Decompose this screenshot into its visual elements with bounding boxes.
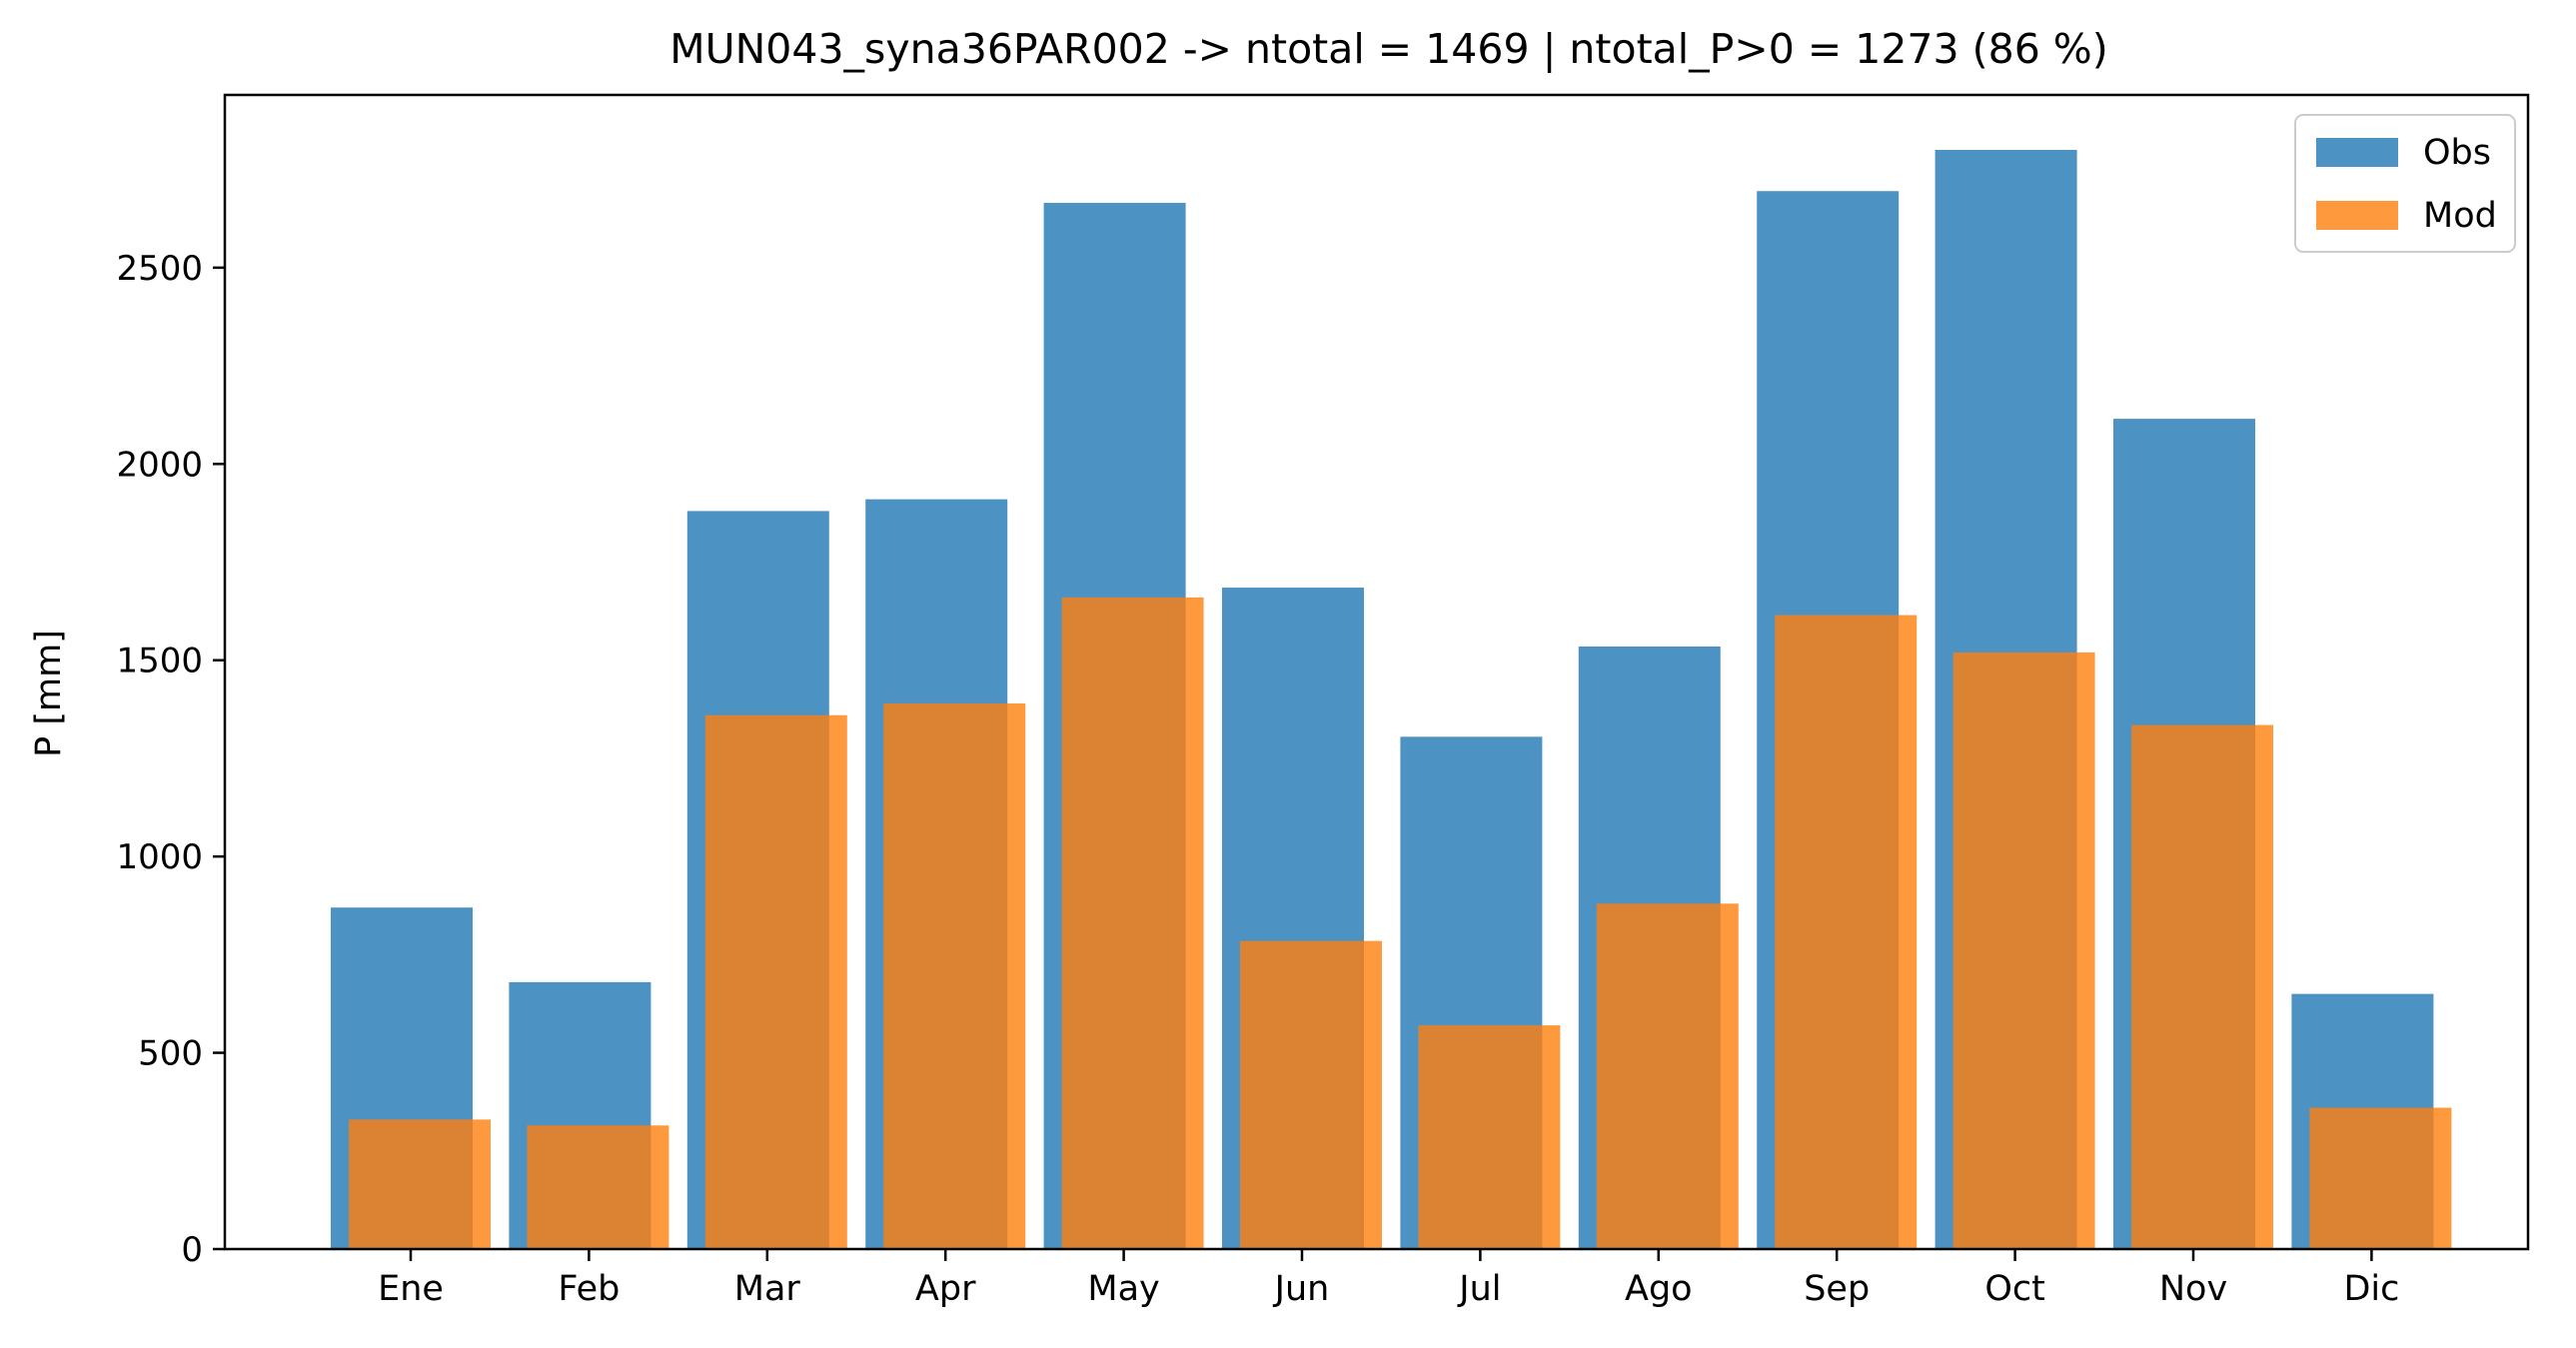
y-tick-label: 0 [181,1230,203,1270]
x-tick-label: Nov [2159,1269,2227,1309]
mod-bars [349,597,2452,1249]
x-tick-label: Jun [1273,1269,1330,1309]
y-tick-label: 2500 [116,249,203,289]
bar-mod-oct [1952,652,2095,1249]
x-tick-label: Dic [2343,1269,2399,1309]
y-tick-label: 1000 [116,837,203,877]
x-tick-label: Ene [378,1269,444,1309]
legend-label-obs: Obs [2423,133,2491,173]
y-tick-label: 500 [138,1034,203,1074]
x-tick-label: Sep [1804,1269,1870,1309]
chart-title: MUN043_syna36PAR002 -> ntotal = 1469 | n… [669,25,2108,73]
bar-mod-mar [704,714,847,1249]
x-tick-label: Mar [734,1269,801,1309]
bar-mod-ago [1596,903,1739,1249]
legend-swatch-mod [2316,201,2398,230]
y-tick-label: 1500 [116,642,203,681]
bar-mod-sep [1775,615,1918,1249]
bar-mod-feb [527,1125,669,1249]
bar-mod-nov [2131,724,2273,1249]
bar-mod-jul [1418,1025,1561,1249]
bar-mod-ene [349,1119,491,1249]
x-tick-label: May [1087,1269,1159,1309]
x-tick-label: Apr [915,1269,976,1309]
x-tick-label: Oct [1984,1269,2045,1309]
bar-mod-may [1061,597,1204,1249]
x-tick-label: Ago [1625,1269,1693,1309]
legend-label-mod: Mod [2423,196,2497,236]
y-axis-ticks: 0 500 1000 1500 2000 2500 [116,249,225,1270]
x-tick-label: Feb [558,1269,620,1309]
legend-swatch-obs [2316,138,2398,167]
bar-mod-apr [883,702,1026,1249]
x-axis-ticks: Ene Feb Mar Apr May Jun Jul Ago Sep Oct Nov Dic [378,1249,2399,1309]
bar-mod-dic [2309,1107,2452,1249]
x-tick-label: Jul [1457,1269,1501,1309]
plot-frame [223,93,2530,1251]
y-tick-label: 2000 [116,445,203,485]
legend: Obs Mod [2294,114,2516,253]
y-axis-label: P [mm] [29,630,69,757]
bar-mod-jun [1240,940,1382,1249]
